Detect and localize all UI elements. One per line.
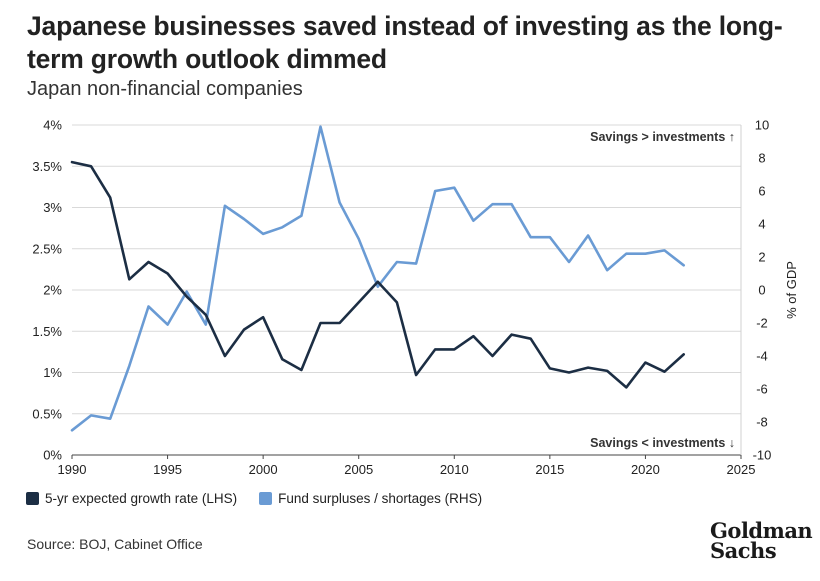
- x-tick-label: 2015: [535, 462, 564, 477]
- left-tick-label: 4%: [43, 118, 62, 133]
- left-tick-label: 0%: [43, 448, 62, 463]
- right-tick-label: -8: [756, 415, 768, 430]
- legend-label-growth: 5-yr expected growth rate (LHS): [45, 491, 238, 506]
- right-tick-label: 2: [758, 250, 765, 265]
- x-tick-label: 2000: [249, 462, 278, 477]
- axes: [71, 125, 742, 459]
- annotation-savings-less: Savings < investments ↓: [590, 436, 735, 450]
- legend-item-funds: Fund surpluses / shortages (RHS): [259, 491, 482, 506]
- right-tick-label: -4: [756, 349, 768, 364]
- legend-item-growth: 5-yr expected growth rate (LHS): [26, 491, 237, 506]
- right-tick-label: 0: [758, 283, 765, 298]
- x-tick-label: 2005: [344, 462, 373, 477]
- gridlines: [72, 124, 741, 415]
- legend-label-funds: Fund surpluses / shortages (RHS): [278, 491, 483, 506]
- right-tick-label: 4: [758, 217, 765, 232]
- annotation-savings-greater: Savings > investments ↑: [590, 130, 735, 144]
- series-lines: [70, 125, 686, 432]
- x-tick-label: 2010: [440, 462, 469, 477]
- legend: 5-yr expected growth rate (LHS) Fund sur…: [26, 491, 504, 506]
- right-tick-label: 8: [758, 151, 765, 166]
- left-tick-label: 3.5%: [32, 159, 62, 174]
- right-axis-label: % of GDP: [784, 261, 799, 319]
- x-tick-label: 2020: [631, 462, 660, 477]
- legend-swatch-funds: [259, 492, 273, 505]
- x-tick-label: 2025: [727, 462, 756, 477]
- series-line-growth-rate: [70, 160, 686, 389]
- left-tick-label: 1.5%: [32, 324, 62, 339]
- series-line-fund-surplus: [70, 125, 686, 432]
- left-tick-label: 3%: [43, 200, 62, 215]
- left-tick-label: 0.5%: [32, 406, 62, 421]
- right-tick-label: -6: [756, 382, 768, 397]
- left-tick-label: 2.5%: [32, 241, 62, 256]
- chart-title: Japanese businesses saved instead of inv…: [27, 11, 783, 74]
- goldman-sachs-logo: Goldman Sachs: [710, 518, 813, 563]
- right-tick-label: 10: [755, 118, 769, 133]
- chart-subtitle: Japan non-financial companies: [27, 78, 303, 100]
- source-note: Source: BOJ, Cabinet Office: [27, 536, 203, 552]
- right-tick-label: 6: [758, 184, 765, 199]
- x-tick-label: 1995: [153, 462, 182, 477]
- left-tick-label: 1%: [43, 365, 62, 380]
- legend-swatch-growth: [26, 492, 39, 505]
- x-tick-label: 1990: [58, 462, 87, 477]
- tick-labels: 0% 0.5% 1% 1.5% 2% 2.5% 3% 3.5% 4% -10 -8 -6 -4 -2 0 2 4…: [32, 118, 771, 478]
- right-tick-label: -2: [756, 316, 768, 331]
- right-tick-label: -10: [753, 448, 772, 463]
- left-tick-label: 2%: [43, 283, 62, 298]
